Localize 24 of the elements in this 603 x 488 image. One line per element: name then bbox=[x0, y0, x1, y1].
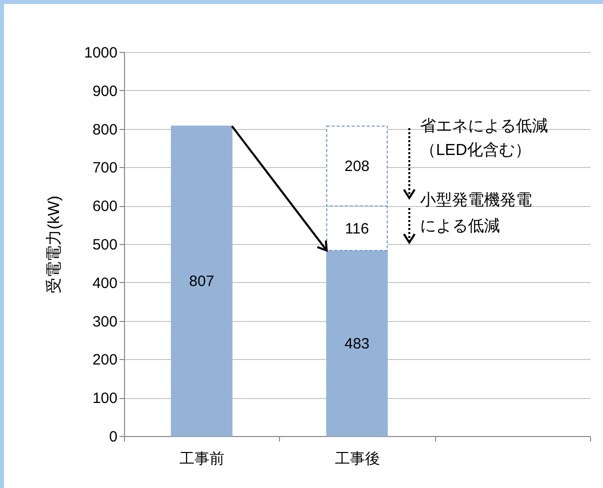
data-label: 208 bbox=[344, 158, 370, 176]
y-tick-label: 800 bbox=[92, 121, 118, 138]
y-tick-label: 1000 bbox=[84, 44, 118, 62]
data-label: 483 bbox=[344, 335, 370, 352]
y-tick-label: 0 bbox=[109, 428, 118, 446]
x-tick-label: 工事前 bbox=[180, 450, 225, 468]
y-tick-label: 900 bbox=[92, 82, 118, 100]
y-tick-label: 700 bbox=[92, 160, 118, 177]
y-tick-label: 400 bbox=[92, 274, 118, 292]
data-label: 116 bbox=[345, 220, 369, 238]
y-tick-label: 100 bbox=[92, 390, 118, 408]
annotation: （LED化含む） bbox=[420, 141, 532, 159]
y-axis-title: 受電電力(kW) bbox=[45, 196, 64, 294]
bar bbox=[170, 126, 232, 436]
y-tick-label: 500 bbox=[92, 236, 118, 254]
bar bbox=[326, 250, 388, 436]
y-tick-label: 200 bbox=[92, 352, 118, 369]
annotation: 小型発電機発電 bbox=[420, 191, 532, 209]
y-tick-label: 300 bbox=[92, 313, 118, 330]
annotation: 省エネによる低減 bbox=[420, 117, 548, 135]
data-label: 807 bbox=[189, 273, 214, 290]
x-tick-label: 工事後 bbox=[335, 450, 380, 468]
y-tick-label: 600 bbox=[92, 198, 118, 216]
annotation: による低減 bbox=[420, 217, 500, 235]
